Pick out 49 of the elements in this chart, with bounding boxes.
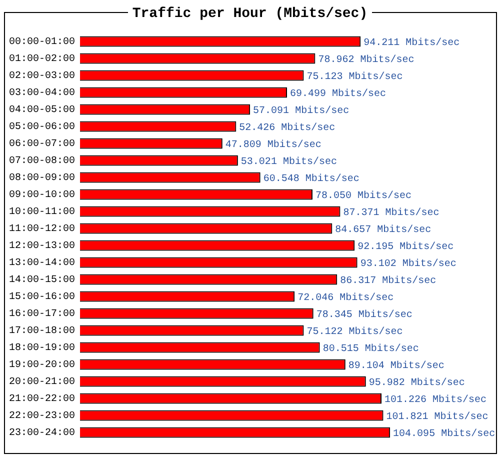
data-label: 101.226 Mbits/sec (384, 394, 487, 406)
chart-title: Traffic per Hour (Mbits/sec) (128, 6, 372, 22)
y-tick-label: 11:00-12:00 (8, 224, 76, 236)
data-label: 101.821 Mbits/sec (386, 411, 488, 424)
y-tick-label: 05:00-06:00 (8, 122, 76, 134)
y-tick-label: 04:00-05:00 (8, 105, 76, 116)
y-tick-label: 09:00-10:00 (8, 190, 76, 202)
y-tick-label: 01:00-02:00 (8, 54, 76, 66)
data-label: 78.962 Mbits/sec (318, 54, 414, 66)
data-label: 75.123 Mbits/sec (306, 71, 403, 84)
data-label: 53.021 Mbits/sec (240, 156, 337, 168)
y-tick-label: 07:00-08:00 (8, 156, 76, 168)
data-label: 52.426 Mbits/sec (239, 122, 336, 134)
data-label: 78.050 Mbits/sec (315, 190, 412, 202)
y-tick-label: 14:00-15:00 (8, 275, 76, 286)
y-tick-label: 02:00-03:00 (8, 71, 76, 82)
data-label: 94.211 Mbits/sec (364, 37, 460, 50)
data-label: 92.195 Mbits/sec (358, 241, 454, 254)
data-label: 78.345 Mbits/sec (316, 309, 412, 322)
y-tick-label: 20:00-21:00 (8, 377, 76, 388)
y-tick-label: 10:00-11:00 (8, 207, 76, 218)
data-label: 69.499 Mbits/sec (290, 88, 386, 100)
y-tick-label: 23:00-24:00 (8, 428, 76, 440)
y-tick-label: 12:00-13:00 (8, 241, 76, 252)
y-tick-label: 03:00-04:00 (8, 88, 76, 100)
data-label: 95.982 Mbits/sec (368, 377, 465, 390)
y-tick-label: 19:00-20:00 (8, 360, 76, 372)
y-tick-label: 18:00-19:00 (8, 343, 76, 354)
data-label: 93.102 Mbits/sec (360, 258, 456, 270)
data-label: 57.091 Mbits/sec (253, 105, 350, 118)
data-label: 47.809 Mbits/sec (225, 139, 322, 152)
y-tick-label: 17:00-18:00 (8, 326, 76, 338)
data-label: 84.657 Mbits/sec (335, 224, 432, 236)
y-tick-label: 16:00-17:00 (8, 309, 76, 320)
y-tick-label: 06:00-07:00 (8, 139, 76, 150)
data-label: 80.515 Mbits/sec (322, 343, 419, 356)
data-label: 72.046 Mbits/sec (298, 292, 394, 304)
y-tick-label: 00:00-01:00 (8, 37, 76, 48)
data-label: 87.371 Mbits/sec (343, 207, 440, 220)
data-label: 60.548 Mbits/sec (263, 173, 360, 186)
y-tick-label: 13:00-14:00 (8, 258, 76, 270)
y-tick-label: 21:00-22:00 (8, 394, 76, 406)
data-label: 86.317 Mbits/sec (340, 275, 436, 288)
y-tick-label: 08:00-09:00 (8, 173, 76, 184)
data-label: 75.122 Mbits/sec (306, 326, 403, 338)
y-tick-label: 22:00-23:00 (8, 411, 76, 422)
data-label: 89.104 Mbits/sec (348, 360, 444, 372)
data-label: 104.095 Mbits/sec (393, 428, 496, 440)
y-tick-label: 15:00-16:00 (8, 292, 76, 304)
